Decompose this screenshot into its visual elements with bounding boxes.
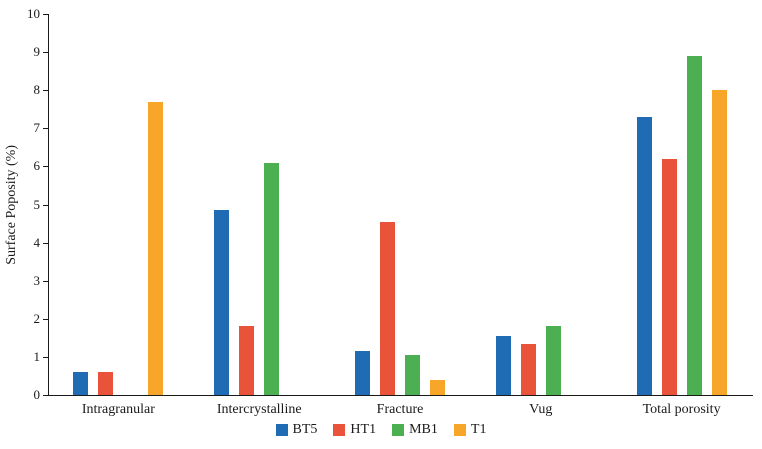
bar-ht1-fracture [380,221,395,395]
bar-mb1-intercrystalline [264,162,280,395]
legend-swatch [333,424,346,436]
bar-t1-intragranular [148,101,164,395]
bar-bt5-total-porosity [636,116,652,395]
bar-bt5-fracture [355,351,370,395]
legend-label: T1 [470,422,487,437]
y-tick-mark [43,128,48,130]
bar-ht1-total-porosity [661,158,677,395]
y-tick-label: 8 [33,82,41,98]
legend: BT5 HT1 MB1 T1 [0,422,762,438]
bar-t1-total-porosity [711,90,727,395]
legend-item-bt5: BT5 [275,422,318,438]
y-tick-label: 10 [27,6,40,21]
legend-label: BT5 [292,422,318,437]
bar-mb1-fracture [405,354,420,395]
y-tick-label: 7 [33,120,41,136]
bar-t1-fracture [430,379,445,395]
y-tick-mark [43,242,48,244]
x-category-label: Intercrystalline [216,402,302,417]
bar-mb1-vug [545,326,561,395]
bar-ht1-intragranular [98,372,114,395]
legend-item-t1: T1 [453,422,487,438]
x-category-label: Vug [529,402,553,417]
y-tick-label: 0 [33,387,41,402]
y-tick-mark [43,356,48,358]
y-tick-label: 6 [33,158,41,174]
y-tick-label: 2 [33,310,41,326]
legend-item-mb1: MB1 [392,422,438,438]
legend-swatch [453,424,466,436]
y-tick-mark [43,395,48,396]
y-tick-mark [43,52,48,54]
y-tick-mark [43,204,48,206]
bar-bt5-intercrystalline [214,210,230,395]
legend-label: MB1 [409,422,438,437]
x-category-label: Total porosity [642,402,721,417]
y-tick-mark [43,280,48,282]
y-tick-label: 1 [33,348,41,364]
x-category-label: Fracture [376,402,424,417]
y-tick-mark [43,166,48,168]
bar-mb1-total-porosity [686,55,702,395]
legend-swatch [392,424,405,436]
legend-swatch [275,424,288,436]
x-category-label: Intragranular [81,402,155,417]
y-tick-label: 3 [33,272,41,288]
legend-item-ht1: HT1 [333,422,376,438]
y-tick-label: 5 [33,196,41,212]
y-tick-label: 9 [33,44,41,60]
bar-bt5-vug [495,335,511,395]
bar-bt5-intragranular [73,372,89,395]
y-tick-mark [43,14,48,15]
legend-label: HT1 [350,422,377,437]
bar-ht1-vug [520,343,536,395]
bar-ht1-intercrystalline [239,326,255,395]
plot-area [48,14,753,396]
y-tick-mark [43,318,48,320]
y-tick-mark [43,90,48,92]
y-tick-label: 4 [33,234,41,250]
